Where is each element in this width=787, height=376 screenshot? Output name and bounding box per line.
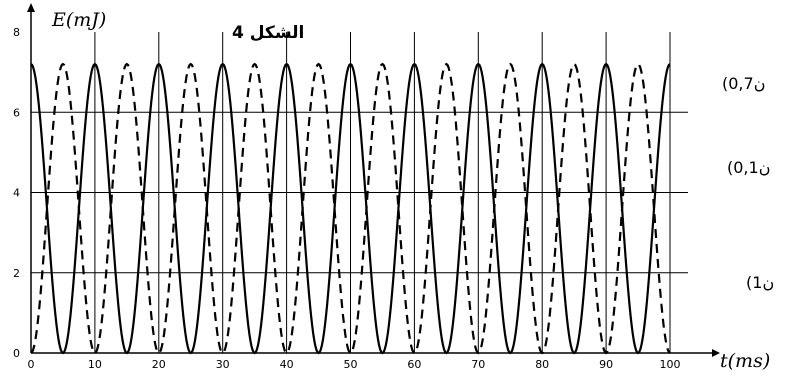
y-tick-label: 4 [13, 187, 20, 200]
series-dashed-line [30, 62, 671, 355]
y-axis-arrow-icon [27, 3, 35, 12]
series-solid-line [30, 62, 671, 355]
x-tick-label: 10 [88, 358, 102, 371]
x-tick-label: 70 [471, 358, 485, 371]
tick-labels: 0 10 20 30 40 50 60 70 80 90 100 0 2 4 6 8 [13, 26, 681, 371]
x-tick-label: 60 [407, 358, 421, 371]
y-tick-label: 2 [13, 267, 20, 280]
x-tick-label: 40 [280, 358, 294, 371]
x-tick-label: 100 [660, 358, 681, 371]
side-label-2: (ن0,1 [727, 158, 770, 177]
x-tick-label: 80 [535, 358, 549, 371]
x-tick-label: 0 [28, 358, 35, 371]
y-tick-label: 6 [13, 106, 20, 119]
y-tick-label: 8 [13, 26, 20, 39]
x-tick-label: 30 [216, 358, 230, 371]
x-axis-arrow-icon [712, 349, 720, 357]
figure-title: الشكل 4 [232, 23, 304, 43]
x-tick-label: 20 [152, 358, 166, 371]
y-axis-title: E(mJ) [51, 9, 106, 31]
grid-lines [31, 32, 688, 353]
x-tick-label: 50 [344, 358, 358, 371]
side-label-3: (ن1 [746, 273, 774, 292]
x-tick-label: 90 [599, 358, 613, 371]
axes [27, 3, 720, 357]
x-axis-title: t(ms) [720, 350, 770, 372]
y-tick-label: 0 [13, 347, 20, 360]
side-label-1: (ن0,7 [722, 74, 765, 93]
plot-curves [30, 62, 671, 355]
